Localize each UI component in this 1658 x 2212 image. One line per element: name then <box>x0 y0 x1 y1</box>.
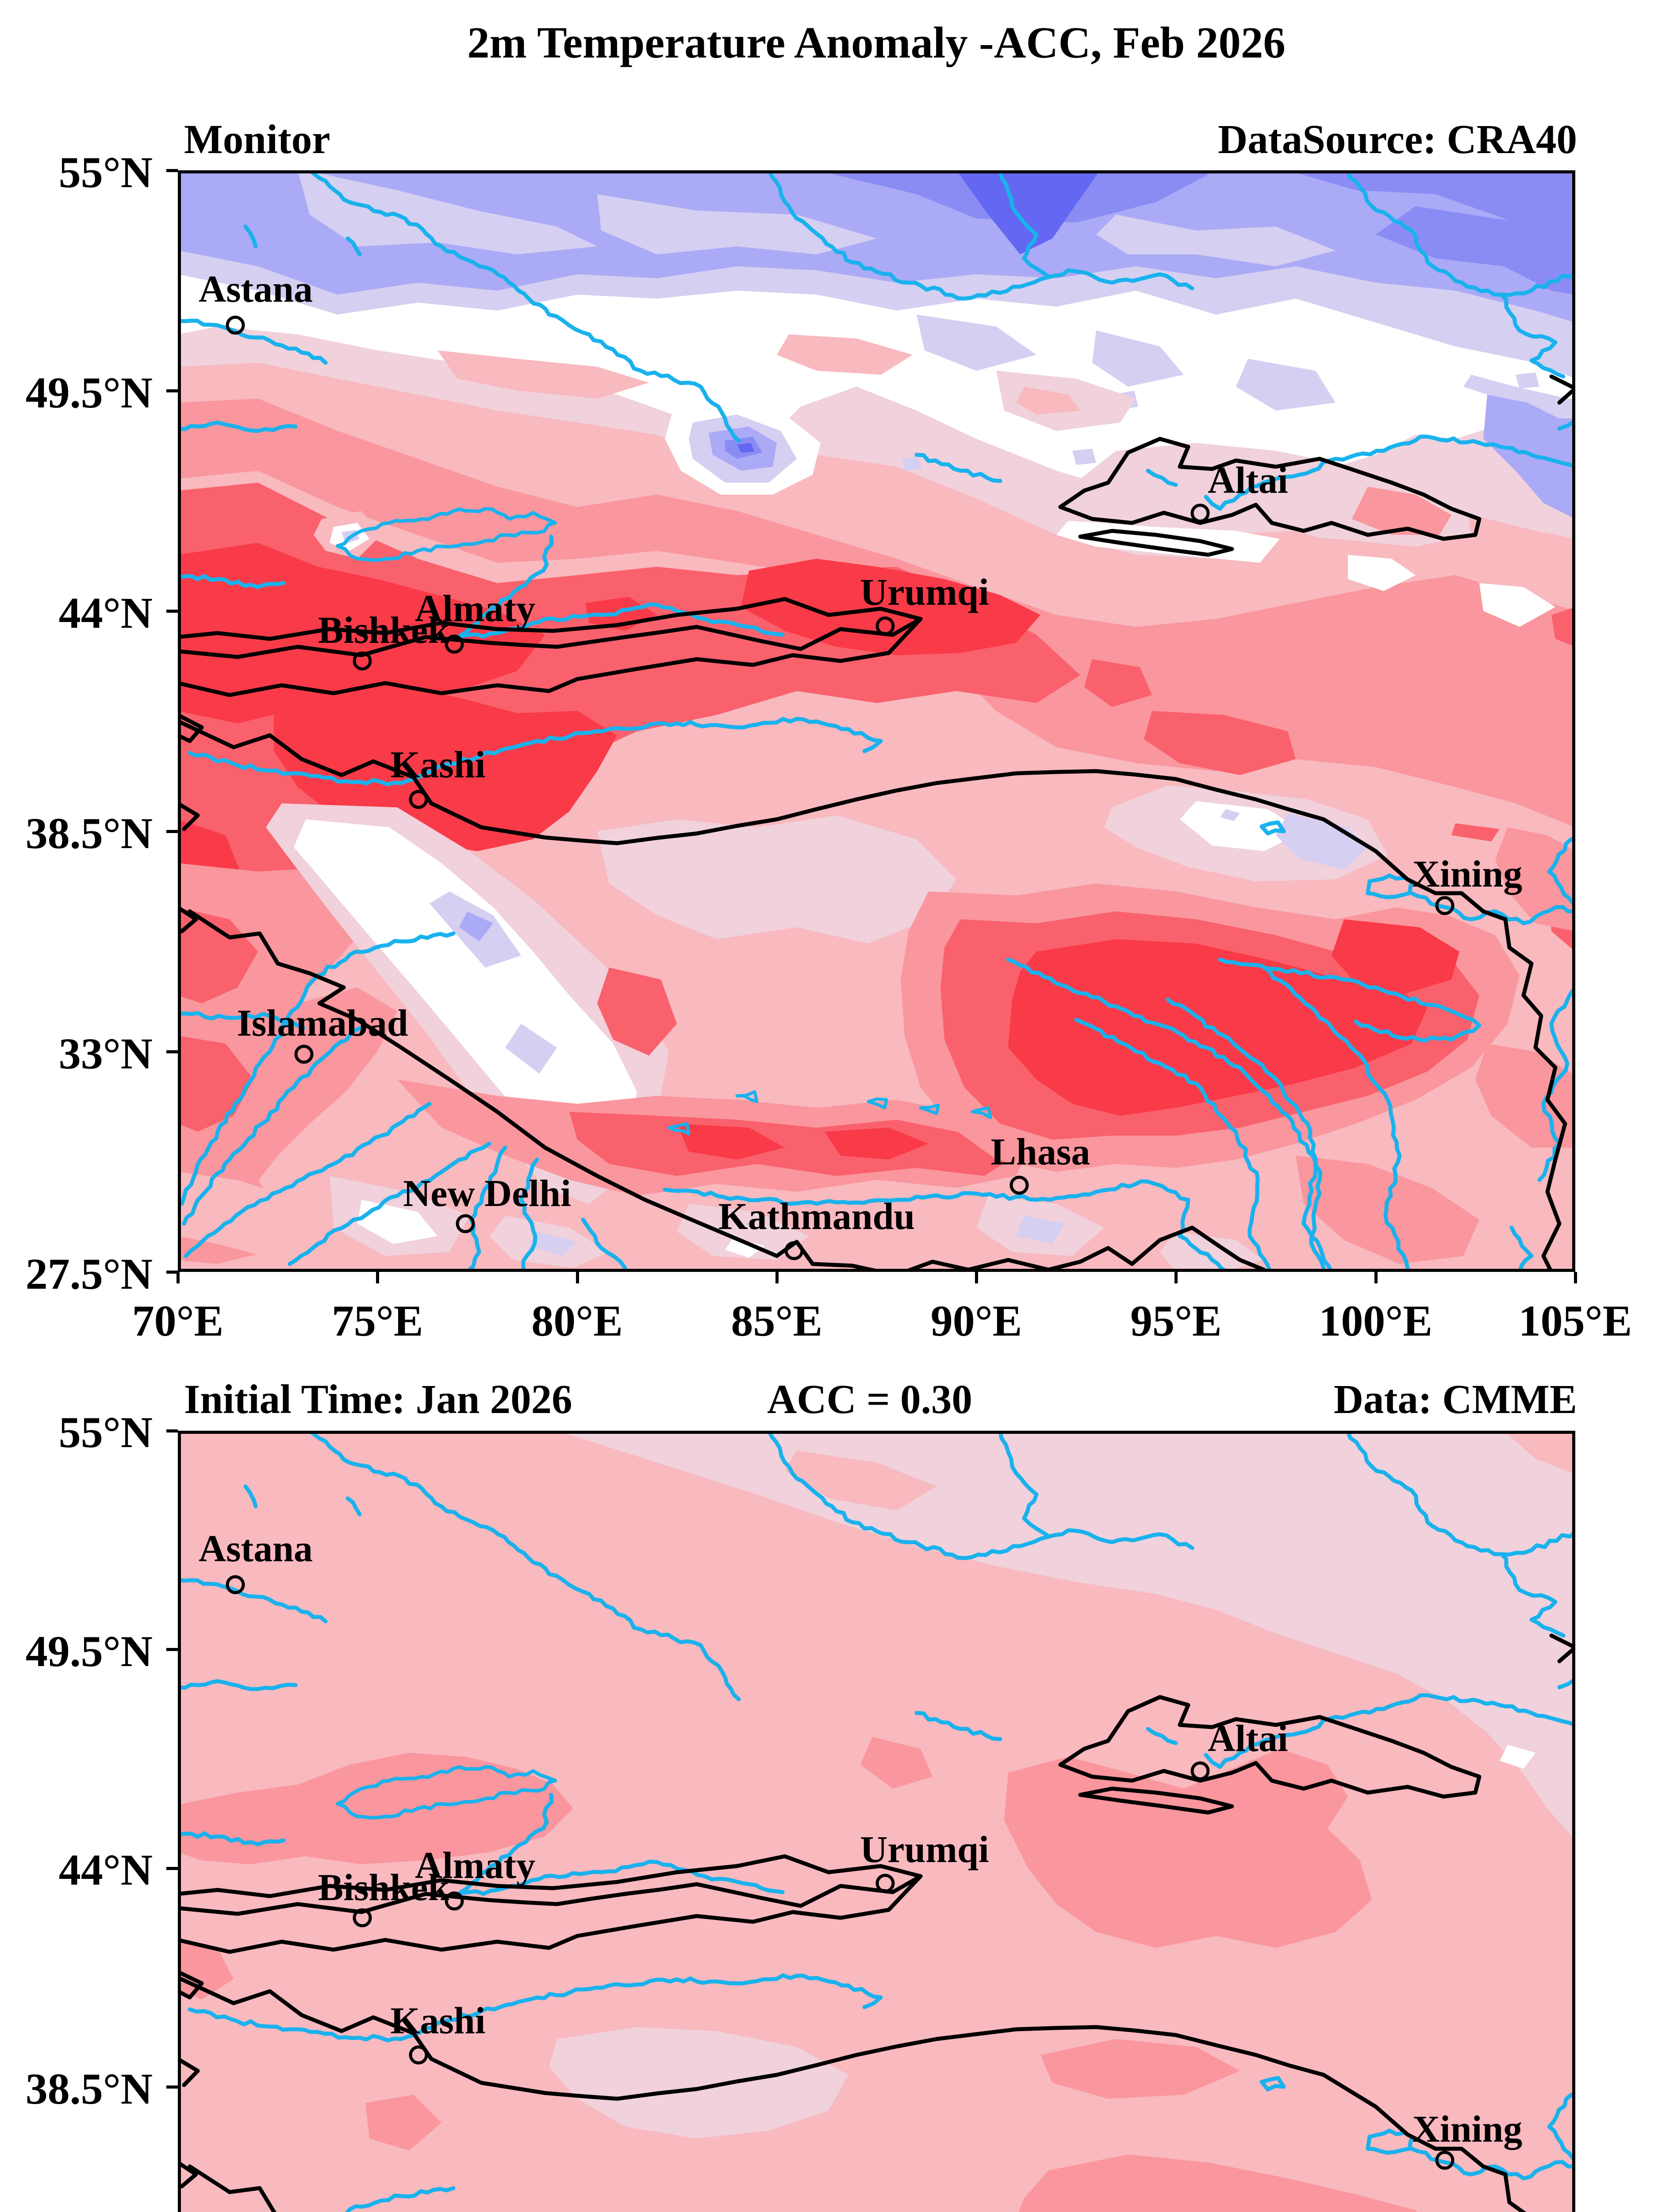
svg-text:Astana: Astana <box>199 1527 313 1570</box>
svg-text:Almaty: Almaty <box>415 1844 535 1886</box>
svg-text:Bishkek: Bishkek <box>318 1866 449 1909</box>
svg-text:Astana: Astana <box>199 268 313 310</box>
svg-text:Kashi: Kashi <box>390 1999 485 2042</box>
svg-text:Kashi: Kashi <box>390 743 485 786</box>
svg-text:Xining: Xining <box>1412 853 1523 895</box>
svg-text:Urumqi: Urumqi <box>860 571 989 613</box>
svg-text:Bishkek: Bishkek <box>318 609 449 651</box>
svg-text:Kathmandu: Kathmandu <box>718 1195 915 1237</box>
svg-text:Altai: Altai <box>1208 1717 1288 1759</box>
svg-text:Urumqi: Urumqi <box>860 1828 989 1870</box>
svg-text:Altai: Altai <box>1208 459 1288 501</box>
svg-text:New Delhi: New Delhi <box>403 1172 571 1214</box>
svg-text:Islamabad: Islamabad <box>237 1002 408 1044</box>
svg-text:Almaty: Almaty <box>415 587 535 630</box>
svg-text:Xining: Xining <box>1412 2108 1523 2150</box>
svg-text:Lhasa: Lhasa <box>991 1130 1090 1173</box>
